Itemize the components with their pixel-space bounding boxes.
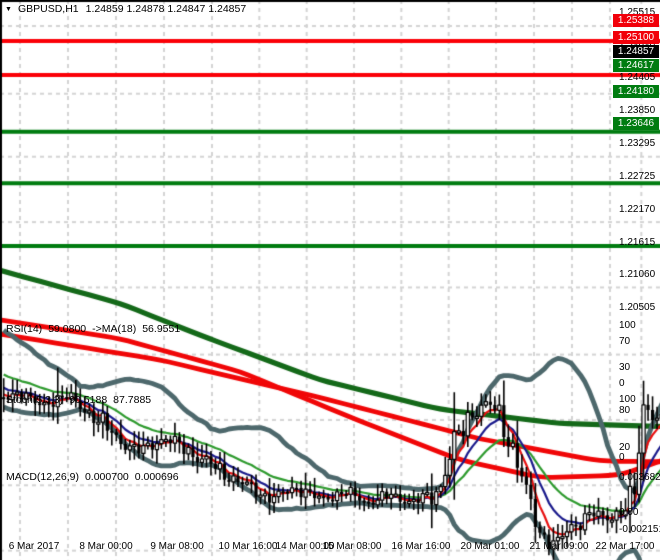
time-label: 16 Mar 16:00 xyxy=(391,541,451,552)
price-tick-label: 1.23850 xyxy=(619,105,656,117)
time-label: 21 Mar 09:00 xyxy=(529,541,589,552)
chart-header: ▼ GBPUSD,H1 1.24859 1.24878 1.24847 1.2485… xyxy=(5,3,246,15)
macd-tick-label: 0.00 xyxy=(619,507,639,518)
price-tick-label: 1.21615 xyxy=(619,236,656,248)
stoch-tick-label: 0 xyxy=(619,452,625,463)
rsi-tick-label: 100 xyxy=(619,320,636,331)
time-label: 20 Mar 01:00 xyxy=(460,541,520,552)
rsi-tick-label: 0 xyxy=(619,378,625,389)
price-tick-label: 1.22725 xyxy=(619,171,656,183)
time-axis[interactable]: 6 Mar 2017 8 Mar 00:00 9 Mar 08:00 10 Mar 1… xyxy=(0,536,660,560)
stoch-tick-label: 20 xyxy=(619,441,631,453)
time-label: 15 Mar 08:00 xyxy=(322,541,382,552)
rsi-header: RSI(14) 59.0800 ->MA(18) 56.9551 xyxy=(6,323,180,335)
stoch-value: 90.5188 xyxy=(69,394,108,406)
stoch-tick-label: 100 xyxy=(619,394,636,405)
price-tick-label: 1.24405 xyxy=(619,72,656,84)
rsi-label: RSI(14) xyxy=(6,323,43,335)
time-label: 6 Mar 2017 xyxy=(8,541,60,552)
time-label: 8 Mar 00:00 xyxy=(79,541,133,552)
macd-signal-value: 0.000696 xyxy=(134,471,179,483)
macd-header: MACD(12,26,9) 0.000700 0.000696 xyxy=(6,471,179,483)
stoch-signal-value: 87.7885 xyxy=(113,394,152,406)
macd-tick-label: 0.003682 xyxy=(619,472,660,483)
price-axis[interactable]: 1.25515 1.24940 1.24405 1.23850 1.23295 1.227… xyxy=(613,0,660,536)
time-label: 22 Mar 17:00 xyxy=(595,541,655,552)
rsi-ma-value: 56.9551 xyxy=(142,323,181,335)
chart-ohlc-quotes: 1.24859 1.24878 1.24847 1.24857 xyxy=(85,3,247,15)
macd-label: MACD(12,26,9) xyxy=(6,471,79,483)
macd-tick-label: -0.002151 xyxy=(619,524,660,535)
price-tick-label: 1.22170 xyxy=(619,203,656,215)
chevron-down-icon[interactable]: ▼ xyxy=(5,6,12,13)
rsi-value: 59.0800 xyxy=(48,323,87,335)
time-label: 14 Mar 00:00 xyxy=(275,541,335,552)
rsi-tick-label: 30 xyxy=(619,361,631,373)
stoch-header: Stoch(5,3,3) 90.5188 87.7885 xyxy=(6,394,151,406)
time-label: 9 Mar 08:00 xyxy=(150,541,204,552)
stoch-label: Stoch(5,3,3) xyxy=(6,394,64,406)
price-tick-label: 1.21060 xyxy=(619,269,656,281)
rsi-ma-label: ->MA(18) xyxy=(92,323,137,335)
time-label: 10 Mar 16:00 xyxy=(218,541,278,552)
price-tick-label: 1.24940 xyxy=(619,40,656,52)
stoch-tick-label: 80 xyxy=(619,405,631,417)
chart-symbol: GBPUSD,H1 xyxy=(17,3,79,15)
rsi-tick-label: 70 xyxy=(619,336,631,348)
price-tick-label: 1.25515 xyxy=(619,7,656,18)
price-tick-label: 1.23295 xyxy=(619,137,656,149)
price-tick-label: 1.20505 xyxy=(619,302,656,313)
macd-value: 0.000700 xyxy=(84,471,129,483)
